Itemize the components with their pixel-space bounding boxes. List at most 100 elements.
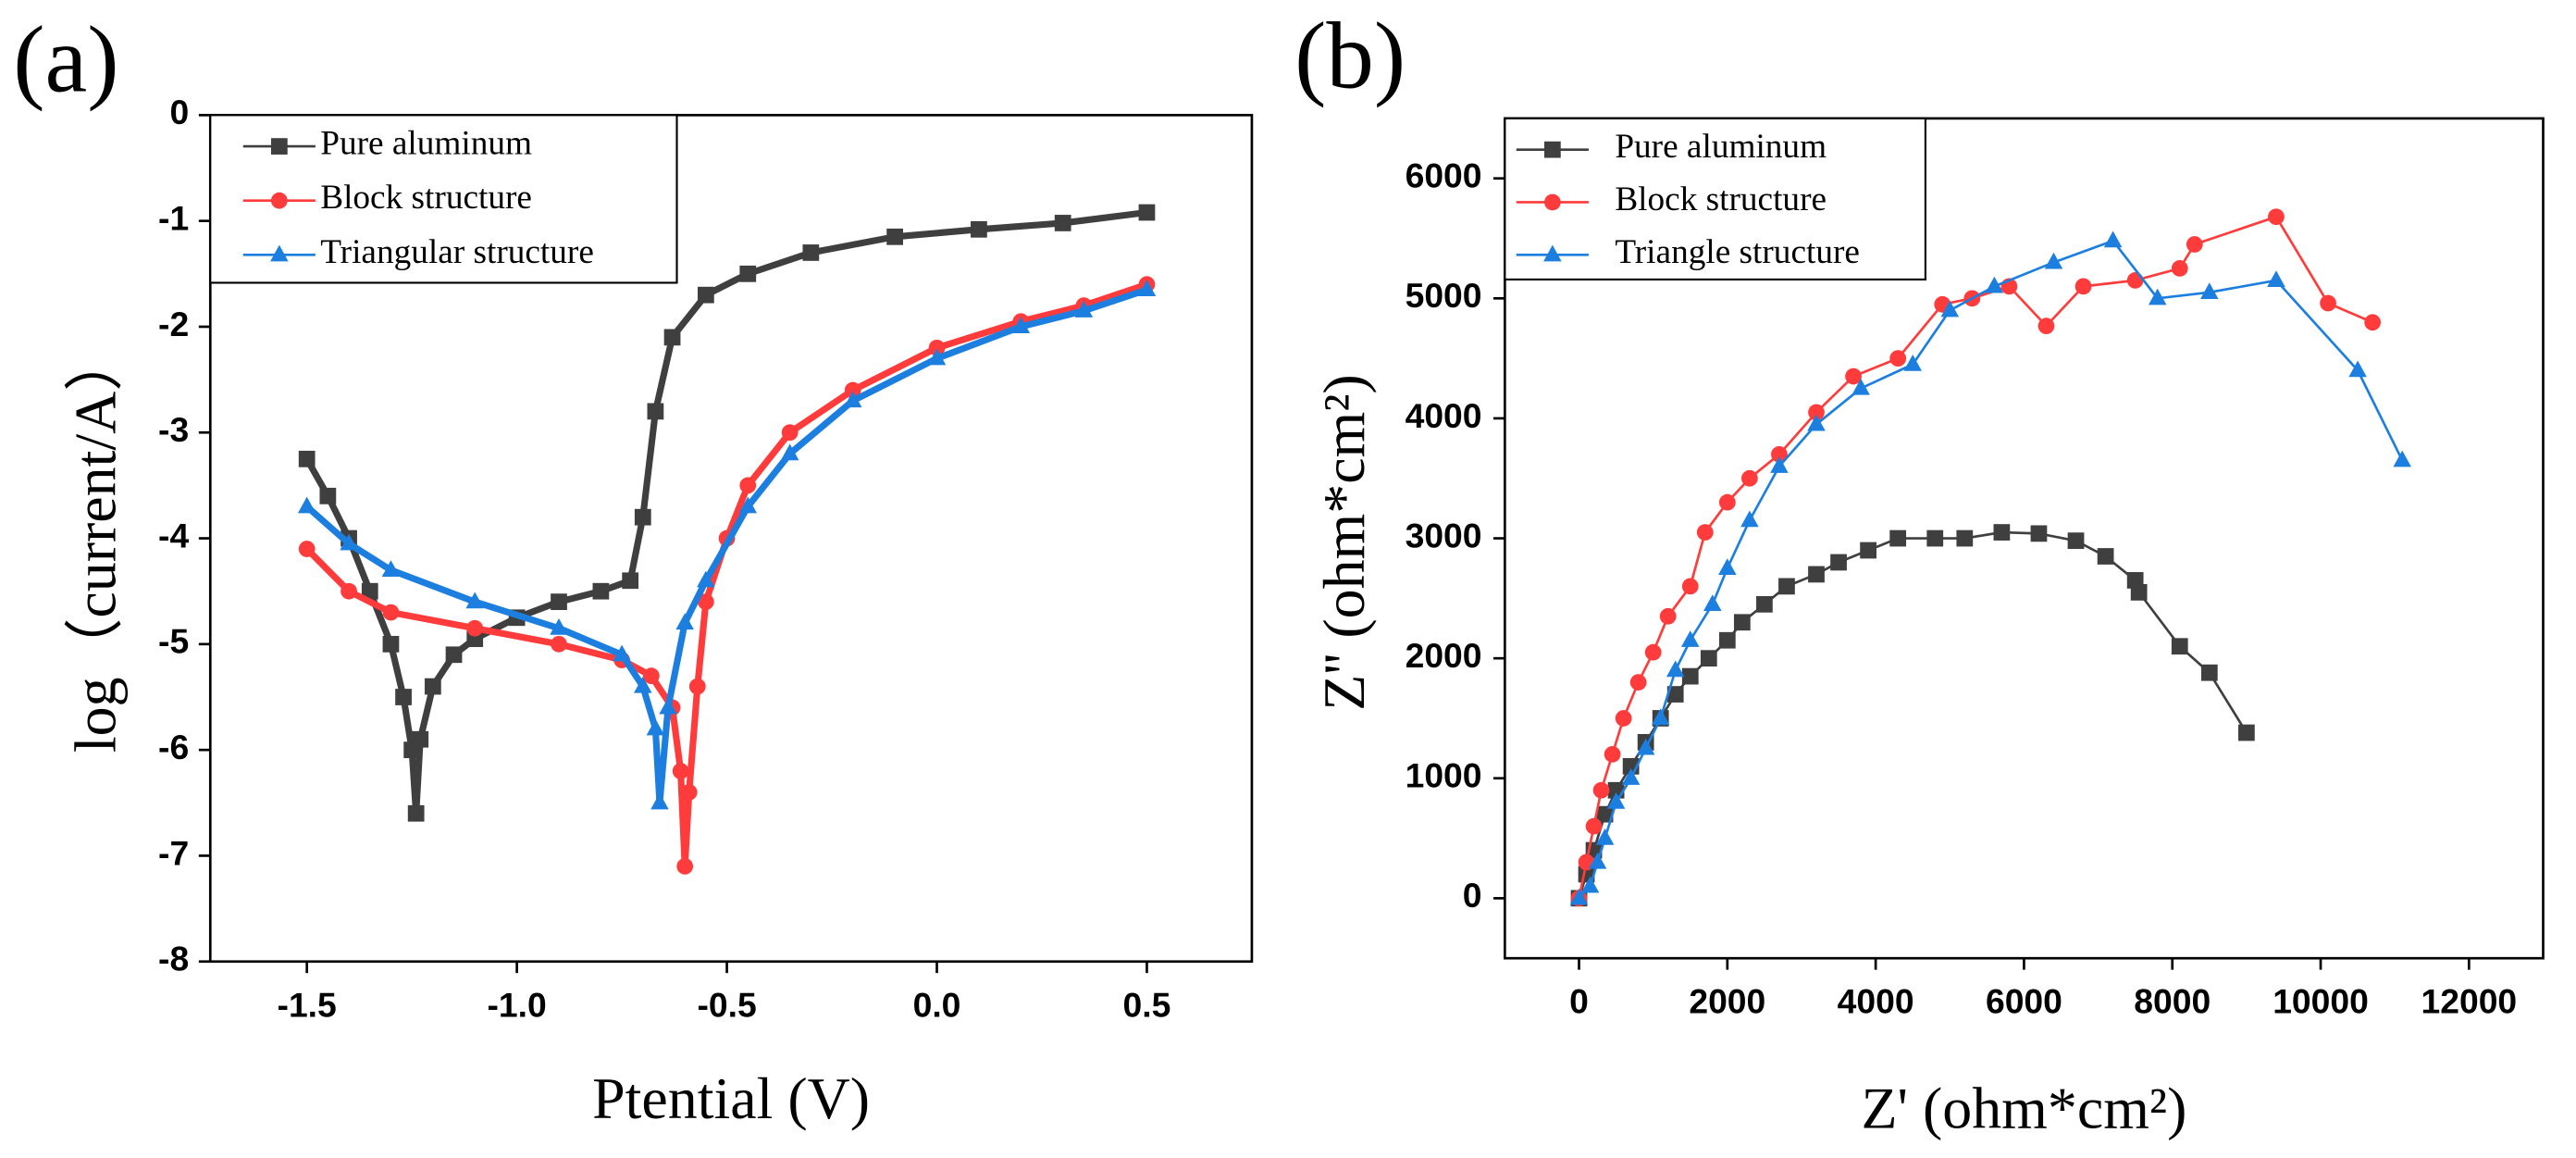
marker <box>361 582 378 600</box>
marker <box>2171 260 2188 277</box>
marker <box>395 689 412 705</box>
marker <box>781 424 799 442</box>
marker <box>340 533 358 551</box>
marker <box>2364 314 2382 331</box>
marker <box>1756 595 1773 613</box>
panel-label: (a) <box>13 6 118 112</box>
marker <box>927 348 947 366</box>
marker <box>2268 208 2285 226</box>
marker <box>886 228 904 245</box>
marker <box>680 783 698 801</box>
marker <box>551 635 567 653</box>
y-tick-label: 0 <box>1463 876 1482 915</box>
marker <box>2044 252 2063 269</box>
marker <box>663 329 681 346</box>
x-tick-label: -1.5 <box>278 985 337 1024</box>
y-tick-label: -7 <box>158 833 189 872</box>
x-tick-label: 0.5 <box>1123 985 1171 1024</box>
marker <box>1718 558 1737 576</box>
marker <box>2126 272 2144 289</box>
x-tick-label: 0.0 <box>913 985 961 1024</box>
marker <box>1636 738 1655 755</box>
marker <box>2348 360 2367 378</box>
y-tick-label: 5000 <box>1406 276 1482 315</box>
marker <box>634 676 652 693</box>
y-axis-label: log（current/A） <box>63 332 129 753</box>
marker <box>672 763 689 779</box>
marker <box>659 697 677 715</box>
y-tick-label: -2 <box>158 305 189 343</box>
marker <box>1137 280 1157 297</box>
marker <box>2200 664 2218 681</box>
series-line <box>304 286 1148 806</box>
marker <box>1808 566 1825 583</box>
marker <box>2200 282 2219 299</box>
x-tick-label: 10000 <box>2273 982 2369 1021</box>
x-tick-label: 2000 <box>1689 982 1765 1021</box>
marker <box>1681 667 1699 685</box>
marker <box>1903 354 1922 371</box>
marker <box>1680 630 1700 647</box>
marker <box>676 858 694 875</box>
marker <box>592 582 610 600</box>
marker <box>1771 445 1788 463</box>
marker <box>1585 817 1603 835</box>
marker <box>2030 525 2048 542</box>
marker <box>2320 294 2336 312</box>
marker <box>1666 686 1684 703</box>
legend-label: Triangular structure <box>320 233 594 271</box>
marker <box>739 477 757 494</box>
marker <box>844 381 861 399</box>
marker <box>298 450 316 467</box>
marker <box>1740 469 1758 487</box>
x-tick-label: 4000 <box>1838 982 1914 1021</box>
marker <box>412 730 429 748</box>
marker <box>1615 710 1632 727</box>
marker <box>1852 378 1870 395</box>
marker <box>2148 288 2167 305</box>
legend-marker <box>1543 141 1561 158</box>
marker <box>382 604 400 621</box>
y-tick-label: -3 <box>158 410 189 449</box>
marker <box>1054 215 1071 231</box>
marker <box>1733 614 1751 631</box>
legend-label: Pure aluminum <box>320 125 532 163</box>
y-tick-label: 6000 <box>1406 156 1482 195</box>
marker <box>1889 529 1907 547</box>
legend-marker <box>270 138 288 155</box>
marker <box>1596 805 1614 823</box>
marker <box>1592 781 1610 799</box>
marker <box>928 339 946 356</box>
marker <box>298 541 316 557</box>
legend-marker <box>270 192 288 209</box>
marker <box>1940 300 1960 318</box>
marker <box>1807 414 1826 431</box>
marker <box>466 619 484 637</box>
marker <box>550 618 568 635</box>
marker <box>2074 278 2092 295</box>
y-tick-label: -1 <box>158 199 189 238</box>
marker <box>465 591 484 609</box>
marker <box>445 646 463 664</box>
marker <box>2393 450 2411 467</box>
marker <box>1074 301 1094 318</box>
x-axis-label: Ptential (V) <box>592 1065 870 1131</box>
x-tick-label: 0 <box>1569 982 1589 1021</box>
marker <box>2267 270 2285 287</box>
x-tick-label: 6000 <box>1986 982 2062 1021</box>
marker <box>1666 660 1685 678</box>
marker <box>1644 643 1662 661</box>
y-tick-label: 4000 <box>1406 396 1482 435</box>
marker <box>1703 594 1722 611</box>
y-tick-label: 3000 <box>1406 516 1482 554</box>
legend-label: Block structure <box>1615 181 1827 218</box>
marker <box>2103 230 2123 248</box>
marker <box>1993 524 2011 541</box>
marker <box>1718 493 1736 511</box>
marker <box>407 804 425 822</box>
marker <box>551 593 567 611</box>
marker <box>297 496 316 514</box>
marker <box>1830 554 1847 571</box>
marker <box>1580 876 1600 893</box>
marker <box>971 220 987 238</box>
